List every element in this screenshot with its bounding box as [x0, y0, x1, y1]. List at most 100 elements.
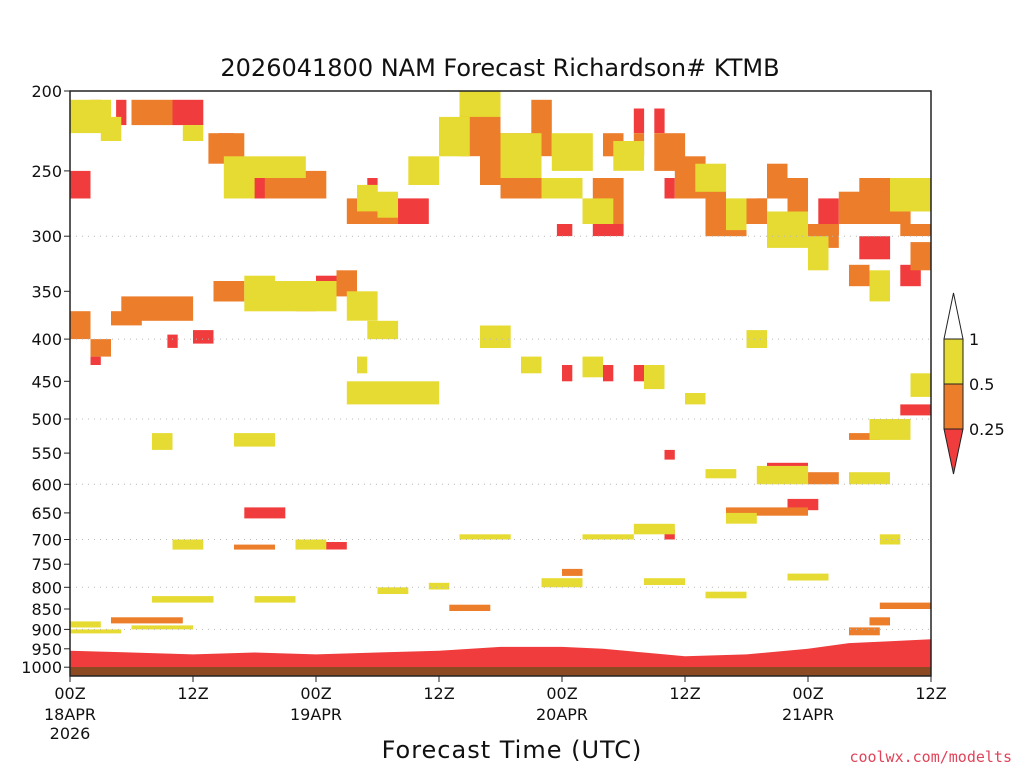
- cell-0-32: [90, 356, 101, 365]
- cell-2-51: [428, 582, 450, 590]
- x-axis-label: Forecast Time (UTC): [382, 736, 643, 764]
- cell-2-42: [726, 512, 757, 524]
- cell-2-34: [357, 356, 368, 374]
- cell-2-18: [808, 236, 829, 271]
- cell-2-16: [726, 198, 747, 231]
- x-tick-label-7: 12Z: [915, 684, 946, 703]
- plot-area: [70, 91, 932, 676]
- cell-2-3: [223, 156, 255, 199]
- cell-1-35: [111, 617, 183, 624]
- y-tick-label-750: 750: [31, 555, 62, 574]
- cell-0-13: [654, 108, 665, 134]
- y-tick-label-250: 250: [31, 162, 62, 181]
- cell-2-36: [172, 539, 204, 550]
- cell-2-33: [346, 381, 440, 405]
- cell-0-24: [603, 365, 614, 382]
- cell-0-18: [859, 236, 891, 260]
- cell-2-15: [695, 163, 727, 192]
- y-tick-label-500: 500: [31, 410, 62, 429]
- cell-0-30: [244, 507, 286, 519]
- cell-2-38: [459, 534, 511, 540]
- cell-2-37: [295, 539, 327, 550]
- y-tick-label-300: 300: [31, 227, 62, 246]
- credit-text: coolwx.com/modelts: [849, 748, 1012, 766]
- series-2: [70, 91, 931, 634]
- cell-1-19: [767, 163, 788, 199]
- y-tick-label-550: 550: [31, 444, 62, 463]
- cell-2-1: [100, 116, 122, 141]
- cell-2-47: [879, 534, 901, 545]
- cell-2-57: [131, 625, 193, 630]
- cell-0-29: [193, 330, 214, 344]
- legend-arrow-top: [943, 292, 964, 340]
- cell-2-28: [644, 365, 665, 390]
- cell-2-39: [582, 534, 634, 540]
- cell-0-11: [592, 224, 624, 237]
- cell-2-49: [152, 596, 214, 603]
- y-tick-label-900: 900: [31, 620, 62, 639]
- cell-1-38: [808, 472, 839, 485]
- cell-2-7: [408, 156, 440, 185]
- cell-0-23: [562, 365, 573, 382]
- legend: 1 0.5 0.25: [943, 292, 1005, 475]
- cell-1-34: [234, 544, 275, 550]
- cell-1-5: [336, 270, 357, 297]
- cell-0-1: [116, 99, 127, 126]
- x-tick-label-6: 00Z: [792, 684, 823, 703]
- legend-arrow-bottom: [943, 428, 964, 475]
- cell-2-58: [254, 596, 296, 603]
- cell-0-10: [556, 224, 573, 237]
- legend-label-0: 1: [969, 330, 979, 349]
- legend-band-0.5-1: [943, 338, 964, 385]
- x-tick-label-1: 12Z: [177, 684, 208, 703]
- cell-1-27: [849, 264, 870, 287]
- cell-0-28: [316, 542, 347, 550]
- cell-1-16: [705, 178, 726, 237]
- cell-2-41: [705, 469, 737, 479]
- cell-2-25: [480, 325, 511, 348]
- cell-2-50: [377, 587, 409, 594]
- cell-1-25: [900, 224, 932, 237]
- cell-2-52: [541, 578, 583, 588]
- cell-2-27: [582, 356, 603, 378]
- y-tick-label-950: 950: [31, 640, 62, 659]
- cell-1-29: [90, 339, 111, 357]
- y-tick-label-350: 350: [31, 282, 62, 301]
- x-tick-label-4: 00Z: [546, 684, 577, 703]
- cell-2-29: [685, 393, 706, 405]
- cell-1-39: [726, 507, 808, 516]
- cell-2-32: [234, 433, 275, 447]
- cell-2-11: [551, 133, 593, 171]
- cell-2-30: [746, 330, 767, 348]
- grid-lines: [70, 235, 931, 630]
- cell-2-53: [644, 578, 685, 585]
- y-tick-label-400: 400: [31, 330, 62, 349]
- y-tick-label-850: 850: [31, 600, 62, 619]
- cell-0-0: [70, 170, 91, 199]
- legend-label-2: 0.25: [969, 420, 1005, 439]
- cell-2-4: [254, 156, 306, 178]
- cell-1-41: [869, 617, 890, 626]
- cell-0-31: [167, 334, 178, 348]
- cell-0-14: [664, 178, 675, 199]
- cell-2-24: [367, 320, 399, 340]
- cell-2-14: [613, 141, 645, 171]
- cell-2-46: [910, 373, 931, 397]
- y-tick-label-1000: 1000: [21, 658, 62, 677]
- x-tick-date-0: 18APR: [44, 705, 96, 724]
- y-tick-label-700: 700: [31, 531, 62, 550]
- cell-2-35: [316, 281, 337, 302]
- cell-0-2: [172, 99, 204, 126]
- cell-2-22: [244, 275, 276, 312]
- cell-1-28: [70, 311, 91, 340]
- cell-2-19: [890, 178, 931, 212]
- y-tick-label-200: 200: [31, 82, 62, 101]
- cell-2-13: [582, 198, 614, 224]
- cell-2-2: [182, 125, 204, 141]
- cell-2-45: [869, 419, 911, 440]
- cell-1-18: [746, 198, 767, 224]
- x-tick-date-4: 20APR: [536, 705, 588, 724]
- cell-1-1: [131, 99, 173, 126]
